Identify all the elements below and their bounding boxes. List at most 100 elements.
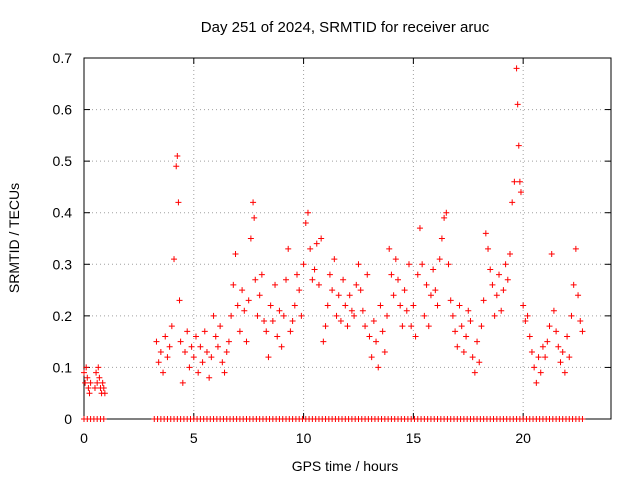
data-point (526, 333, 533, 340)
data-point (96, 374, 103, 381)
data-point (272, 281, 279, 288)
data-point (579, 416, 586, 422)
data-point (535, 354, 542, 361)
data-point (166, 343, 173, 350)
data-point (304, 209, 311, 216)
data-point (561, 369, 568, 376)
data-point (283, 276, 290, 283)
data-point (482, 230, 489, 237)
data-point (217, 323, 224, 330)
data-point (188, 343, 195, 350)
data-point (546, 323, 553, 330)
data-point (401, 287, 408, 294)
data-point (155, 359, 162, 366)
data-point (219, 359, 226, 366)
data-point (405, 261, 412, 268)
data-point (517, 189, 524, 196)
data-points (81, 65, 586, 422)
data-point (502, 261, 509, 268)
data-point (566, 354, 573, 361)
data-point (190, 354, 197, 361)
data-point (498, 307, 505, 314)
data-point (399, 323, 406, 330)
data-point (430, 266, 437, 273)
data-point (251, 214, 258, 221)
data-point (355, 261, 362, 268)
y-tick-label: 0.6 (53, 102, 73, 118)
data-point (449, 312, 456, 319)
data-point (311, 266, 318, 273)
data-point (513, 65, 520, 72)
data-point (467, 318, 474, 325)
data-point (85, 385, 92, 392)
data-point (568, 312, 575, 319)
data-point (333, 312, 340, 319)
data-point (153, 338, 160, 345)
data-point (366, 333, 373, 340)
y-tick-label: 0.1 (53, 359, 73, 375)
data-point (375, 364, 382, 371)
data-point (313, 240, 320, 247)
data-point (493, 292, 500, 299)
data-point (232, 250, 239, 257)
data-point (427, 292, 434, 299)
data-point (379, 328, 386, 335)
x-tick-label: 0 (80, 430, 88, 446)
data-point (223, 348, 230, 355)
data-point (570, 281, 577, 288)
data-point (91, 385, 98, 392)
data-point (524, 312, 531, 319)
data-point (434, 302, 441, 309)
data-point (212, 333, 219, 340)
data-point (318, 235, 325, 242)
data-point (531, 364, 538, 371)
data-point (99, 379, 106, 386)
data-point (458, 323, 465, 330)
data-point (559, 348, 566, 355)
data-point (269, 318, 276, 325)
data-point (331, 256, 338, 263)
data-point (87, 379, 94, 386)
data-point (176, 297, 183, 304)
data-point (579, 328, 586, 335)
data-point (504, 276, 511, 283)
data-point (487, 266, 494, 273)
data-point (362, 323, 369, 330)
data-point (101, 390, 108, 397)
data-point (298, 312, 305, 319)
data-point (364, 271, 371, 278)
data-point (511, 178, 518, 185)
data-point (514, 101, 521, 108)
y-tick-label: 0.2 (53, 308, 73, 324)
data-point (357, 287, 364, 294)
data-point (346, 292, 353, 299)
data-point (489, 281, 496, 288)
data-point (241, 307, 248, 314)
data-point (478, 323, 485, 330)
data-point (414, 271, 421, 278)
data-point (465, 307, 472, 314)
data-point (575, 292, 582, 299)
data-point (285, 245, 292, 252)
data-point (302, 220, 309, 227)
data-point (309, 276, 316, 283)
data-point (528, 348, 535, 355)
data-point (267, 302, 274, 309)
data-point (197, 343, 204, 350)
data-point (410, 302, 417, 309)
data-point (83, 364, 90, 371)
data-point (293, 271, 300, 278)
data-point (373, 338, 380, 345)
data-point (377, 302, 384, 309)
data-point (171, 256, 178, 263)
data-point (261, 318, 268, 325)
data-point (348, 307, 355, 314)
data-point (203, 348, 210, 355)
data-point (287, 328, 294, 335)
data-point (86, 390, 93, 397)
data-point (254, 312, 261, 319)
data-point (553, 328, 560, 335)
data-point (265, 354, 272, 361)
y-axis-title: SRMTID / TECUs (6, 183, 22, 293)
y-tick-label: 0.3 (53, 256, 73, 272)
